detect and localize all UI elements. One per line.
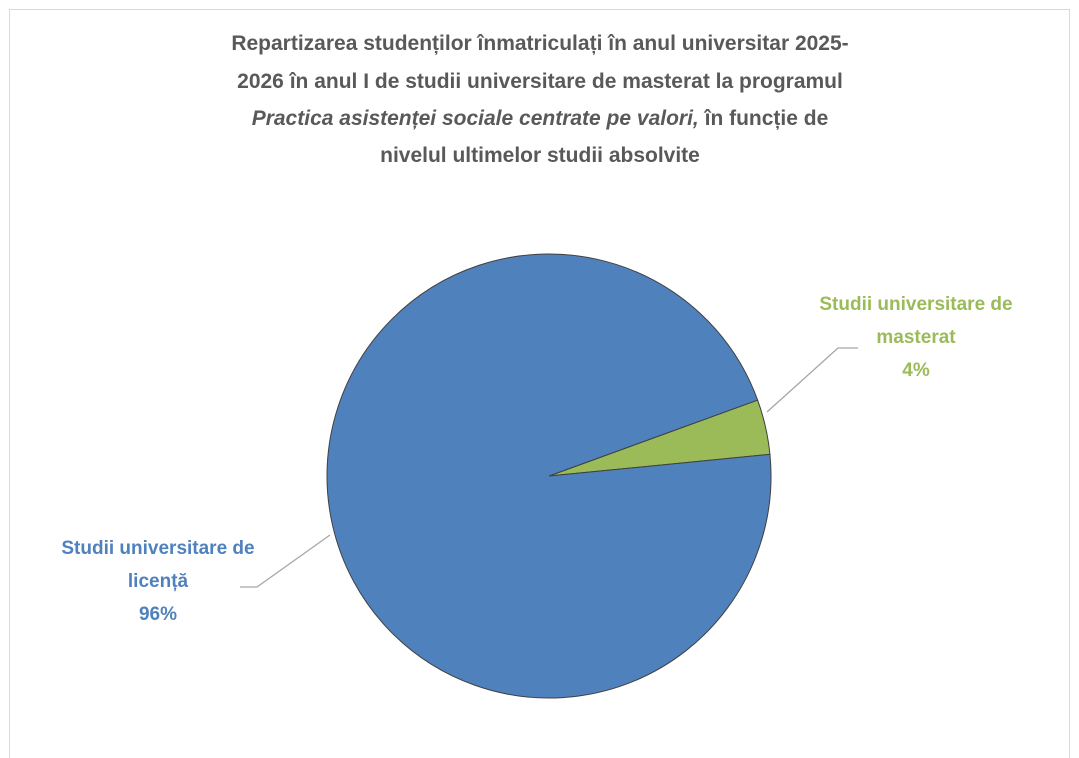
chart-title: în funcție de: [704, 107, 829, 130]
chart-title: 2026 în anul I de studii universitare de…: [237, 70, 843, 93]
data-label: Studii universitare de licență 96%: [58, 532, 258, 631]
leader-line: [766, 347, 858, 413]
chart-title: nivelul ultimelor studii absolvite: [380, 144, 700, 167]
pie-slice: [326, 253, 772, 699]
chart-title: Practica asistenței sociale centrate pe …: [252, 107, 829, 130]
data-label: Studii universitare de masterat 4%: [816, 288, 1016, 387]
value-label: 4%: [902, 360, 930, 381]
value-label: 96%: [138, 604, 178, 625]
pie: [326, 253, 772, 699]
chart-title: Repartizarea studenților înmatriculați î…: [231, 32, 848, 55]
category-label: Studii universitare de masterat: [819, 294, 1013, 348]
chart-title: Practica asistenței sociale centrate pe …: [252, 107, 699, 130]
leader-line: [240, 534, 331, 588]
category-label: Studii universitare de licență: [61, 538, 255, 592]
